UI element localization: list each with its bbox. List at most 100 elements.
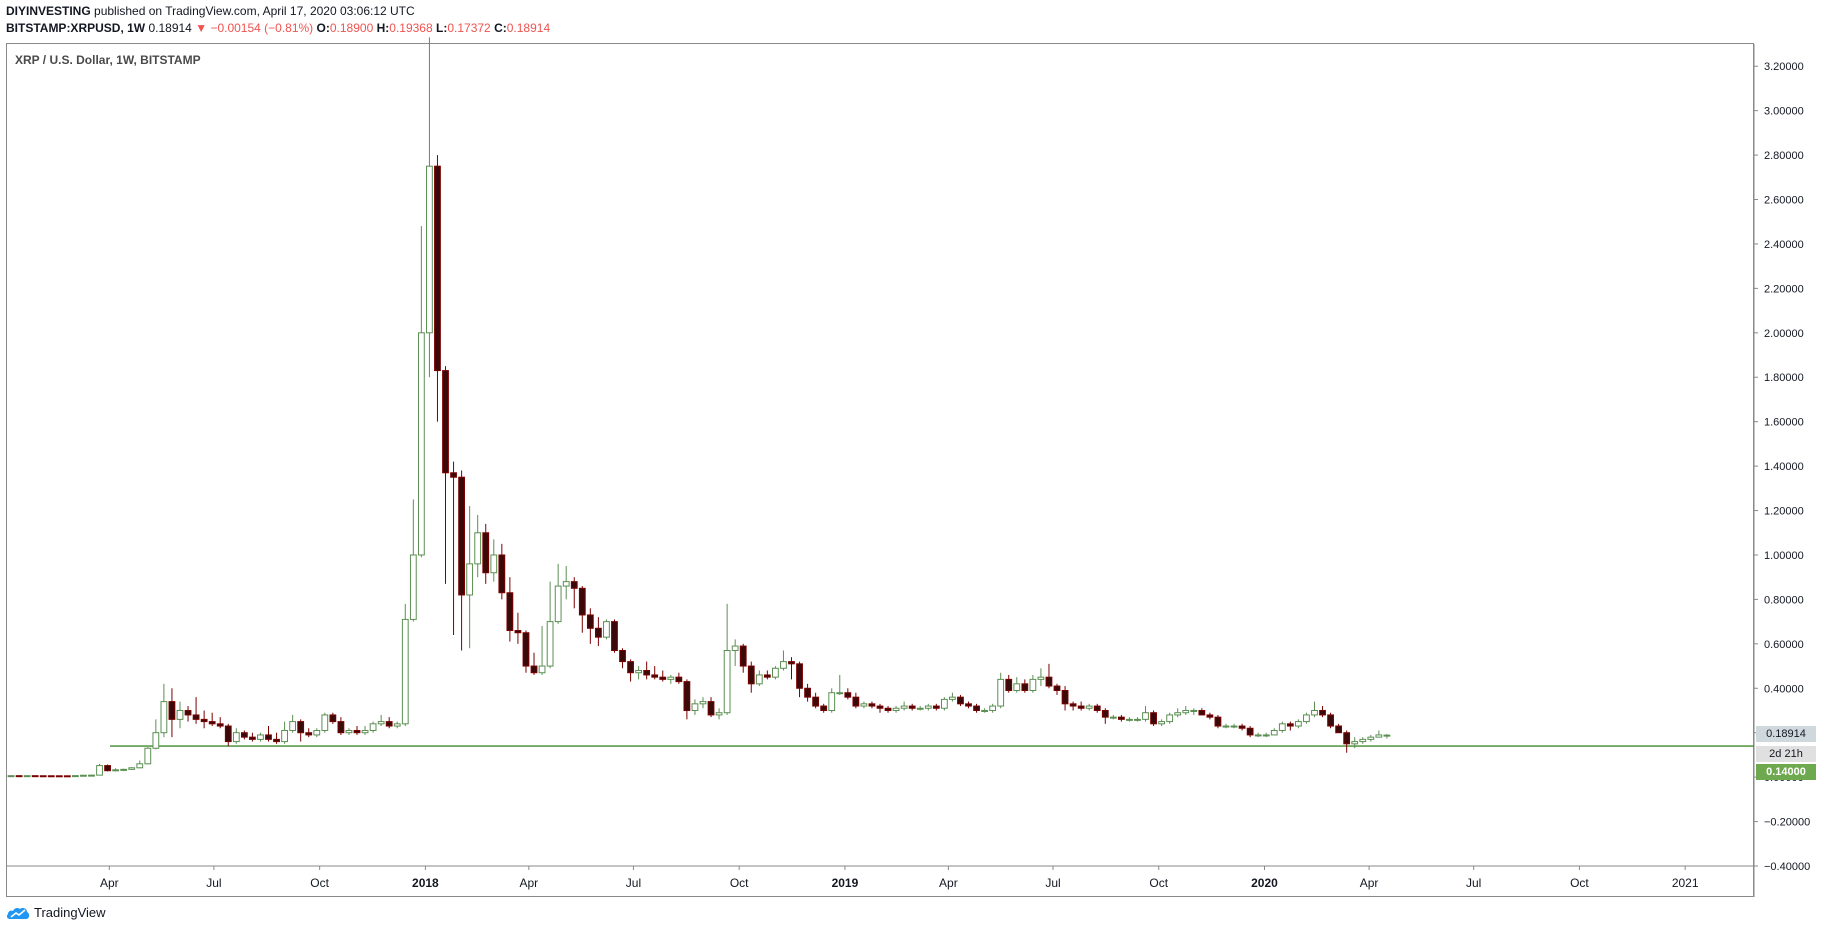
high-value: 0.19368 bbox=[389, 21, 433, 35]
y-tick-label: 2.00000 bbox=[1764, 328, 1804, 340]
candle-down bbox=[305, 732, 313, 736]
candle-up bbox=[112, 769, 120, 772]
candle-down bbox=[1343, 732, 1351, 745]
x-tick-label: 2018 bbox=[412, 876, 439, 890]
candle-up bbox=[466, 563, 474, 596]
candle-down bbox=[63, 775, 71, 778]
candle-up bbox=[860, 703, 868, 707]
x-tick-label: Jul bbox=[206, 876, 221, 890]
candle-up bbox=[1254, 734, 1262, 737]
symbol-label: BITSTAMP:XRPUSD, 1W bbox=[6, 21, 146, 35]
candle-up bbox=[836, 692, 844, 695]
candle-up bbox=[691, 703, 699, 711]
candle-up bbox=[924, 705, 932, 709]
candle-down bbox=[297, 721, 305, 734]
candle-down bbox=[611, 621, 618, 652]
x-tick-label: 2020 bbox=[1251, 876, 1278, 890]
candle-up bbox=[71, 775, 79, 778]
candle-up bbox=[1142, 712, 1149, 720]
candle-up bbox=[1174, 712, 1182, 716]
candle-up bbox=[1270, 729, 1278, 736]
candle-down bbox=[458, 476, 466, 596]
candle-down bbox=[932, 705, 940, 709]
candle-up bbox=[916, 707, 924, 710]
candle-down bbox=[659, 676, 667, 680]
published-text: published on TradingView.com, April 17, … bbox=[94, 4, 415, 18]
candle-up bbox=[321, 714, 329, 731]
candle-down bbox=[643, 669, 651, 676]
candle-up bbox=[755, 674, 763, 685]
candle-down bbox=[168, 701, 176, 720]
candle-down bbox=[1101, 709, 1109, 718]
candle-down bbox=[788, 661, 795, 665]
candle-down bbox=[200, 718, 208, 723]
candle-up bbox=[1037, 676, 1045, 680]
x-tick-label: 2019 bbox=[832, 876, 859, 890]
candle-up bbox=[128, 767, 136, 770]
price-change: −0.00154 (−0.81%) bbox=[210, 21, 314, 35]
candle-up bbox=[989, 705, 997, 711]
candle-up bbox=[603, 621, 610, 638]
down-arrow-icon: ▼ bbox=[195, 21, 208, 35]
candle-down bbox=[55, 775, 63, 778]
x-tick-label: Apr bbox=[100, 876, 119, 890]
candle-down bbox=[216, 723, 224, 727]
candle-down bbox=[651, 674, 659, 678]
candle-up bbox=[7, 775, 15, 778]
y-tick-label: 0.60000 bbox=[1764, 639, 1804, 651]
candle-up bbox=[345, 729, 353, 734]
candle-up bbox=[731, 645, 739, 652]
candle-down bbox=[1206, 714, 1214, 718]
candle-up bbox=[1134, 718, 1141, 721]
candle-up bbox=[23, 775, 31, 778]
candle-down bbox=[1198, 709, 1206, 716]
footer-brand-label: TradingView bbox=[34, 905, 106, 920]
candle-up bbox=[490, 554, 498, 574]
candle-up bbox=[1359, 738, 1367, 743]
candle-down bbox=[273, 738, 280, 743]
level-price-tag: 0.14000 bbox=[1756, 764, 1816, 780]
chart-title: XRP / U.S. Dollar, 1W, BITSTAMP bbox=[15, 53, 201, 67]
candle-down bbox=[104, 765, 111, 772]
candle-down bbox=[1021, 683, 1029, 691]
candle-up bbox=[1311, 709, 1318, 716]
candle-down bbox=[1214, 716, 1222, 727]
candle-up bbox=[546, 621, 554, 667]
candle-up bbox=[900, 705, 908, 709]
candle-down bbox=[1069, 703, 1077, 707]
candle-up bbox=[1222, 725, 1230, 728]
candle-up bbox=[538, 665, 546, 674]
y-tick-label: −0.40000 bbox=[1764, 861, 1810, 873]
candle-down bbox=[530, 665, 538, 674]
candle-down bbox=[1319, 709, 1326, 716]
candle-down bbox=[965, 703, 972, 707]
candle-up bbox=[136, 763, 144, 769]
tradingview-cloud-icon bbox=[6, 907, 30, 919]
candle-up bbox=[377, 721, 385, 725]
x-tick-label: Jul bbox=[626, 876, 641, 890]
close-value: 0.18914 bbox=[506, 21, 551, 35]
candle-up bbox=[1303, 714, 1310, 723]
candle-down bbox=[1061, 689, 1069, 705]
candle-up bbox=[1262, 734, 1270, 737]
publisher-name[interactable]: DIYINVESTING bbox=[6, 4, 91, 18]
candle-down bbox=[15, 775, 23, 778]
candle-up bbox=[1375, 734, 1383, 738]
candle-down bbox=[224, 725, 232, 743]
y-tick-label: 0.80000 bbox=[1764, 594, 1804, 606]
candle-down bbox=[1117, 716, 1125, 720]
candle-up bbox=[401, 618, 409, 725]
candle-up bbox=[152, 732, 160, 749]
publish-line: DIYINVESTING published on TradingView.co… bbox=[6, 4, 415, 18]
candle-down bbox=[1045, 676, 1053, 687]
candle-up bbox=[369, 723, 377, 731]
candle-down bbox=[514, 630, 522, 634]
last-price-tag: 0.18914 bbox=[1756, 726, 1816, 742]
candle-up bbox=[940, 698, 948, 709]
candle-up bbox=[96, 765, 103, 776]
footer-brand[interactable]: TradingView bbox=[6, 905, 106, 920]
candle-down bbox=[47, 775, 55, 778]
x-tick-label: Oct bbox=[730, 876, 749, 890]
candle-down bbox=[578, 587, 586, 616]
